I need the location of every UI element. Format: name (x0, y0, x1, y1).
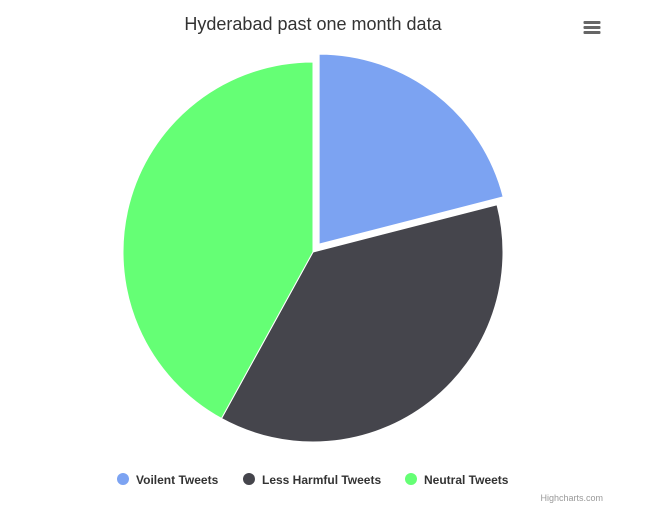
legend-symbol (405, 473, 417, 485)
hamburger-menu-icon[interactable] (576, 14, 608, 42)
chart-title: Hyderabad past one month data (184, 14, 442, 34)
legend: Voilent Tweets Less Harmful Tweets Neutral… (117, 473, 509, 487)
legend-label: Less Harmful Tweets (262, 473, 381, 487)
legend-symbol (243, 473, 255, 485)
legend-item-less-harmful-tweets[interactable]: Less Harmful Tweets (243, 473, 381, 487)
legend-item-voilent-tweets[interactable]: Voilent Tweets (117, 473, 219, 487)
pie-slice-less-harmful-tweets[interactable] (220, 204, 504, 443)
legend-symbol (117, 473, 129, 485)
legend-item-neutral-tweets[interactable]: Neutral Tweets (405, 473, 509, 487)
pie-slices (122, 53, 504, 443)
credits-link[interactable]: Highcharts.com (540, 493, 603, 503)
legend-label: Neutral Tweets (424, 473, 509, 487)
pie-slice-neutral-tweets[interactable] (122, 61, 314, 419)
legend-label: Voilent Tweets (136, 473, 219, 487)
pie-slice-voilent-tweets[interactable] (318, 53, 504, 245)
